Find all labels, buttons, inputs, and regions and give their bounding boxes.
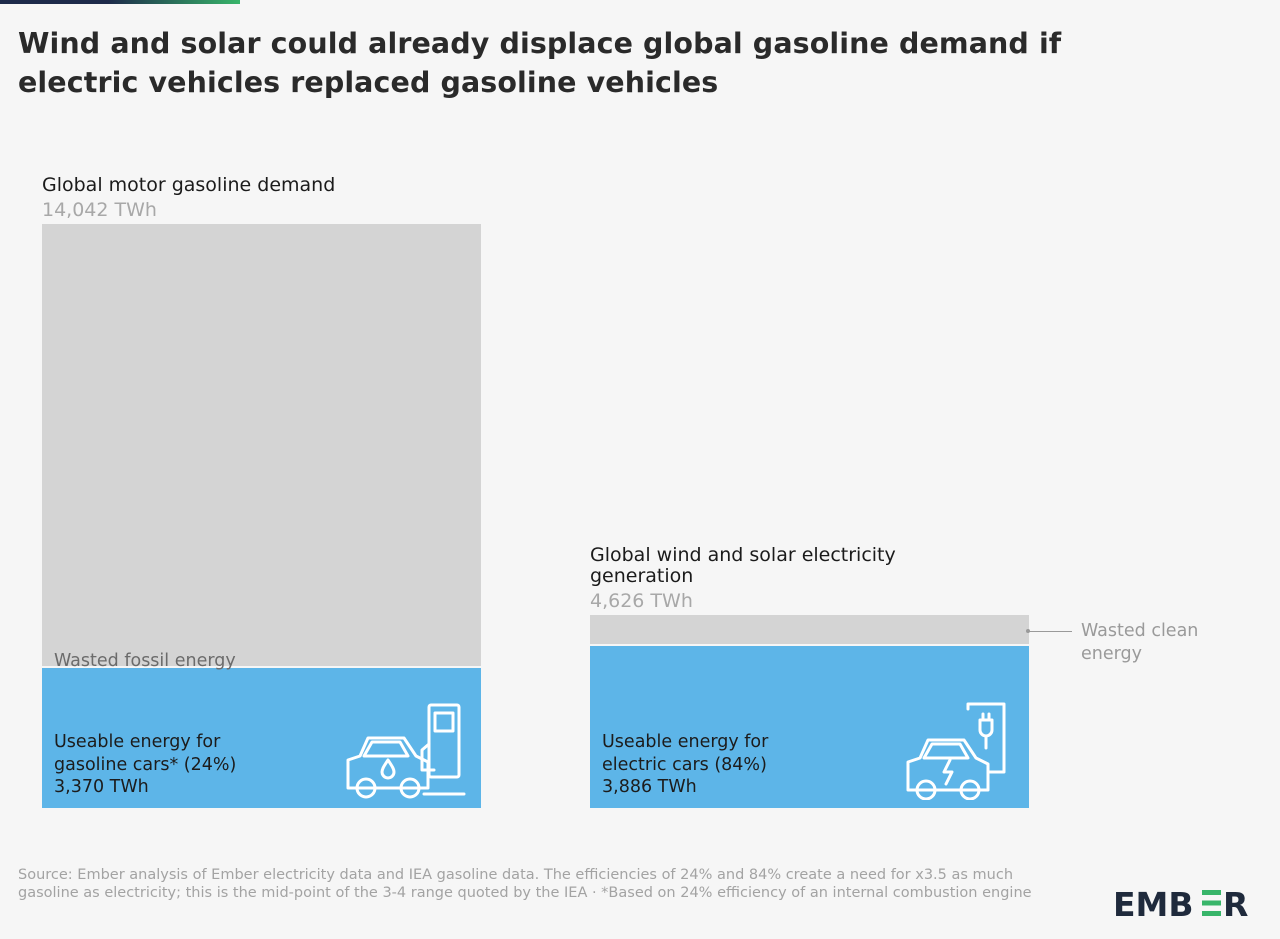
useable-energy-label: Useable energy for [602,732,769,752]
bar-segment-useable [590,646,1029,808]
useable-energy-label: Useable energy for [54,732,221,752]
annotation-line [1029,631,1072,632]
chart-title: Wind and solar could already displace gl… [18,27,1062,99]
wasted-clean-energy-label: energy [1081,644,1142,664]
useable-energy-label: 3,370 TWh [54,777,149,797]
bar-category-label: Global motor gasoline demand [42,174,336,196]
svg-text:R: R [1223,885,1248,924]
useable-energy-label: gasoline cars* (24%) [54,754,237,775]
bar-segment-useable [42,668,481,808]
svg-text:EMB: EMB [1113,885,1194,924]
source-note: Source: Ember analysis of Ember electric… [18,867,1032,901]
bar-category-label: Global wind and solar electricity genera… [590,544,896,587]
useable-energy-label: 3,886 TWh [602,777,697,797]
wasted-clean-energy-label: Wasted clean [1081,621,1199,641]
ember-logo: EMB R [1113,885,1248,924]
bar-total-value: 14,042 TWh [42,199,157,221]
electric-car-charger-icon [906,702,1006,800]
bar-segment-wasted [42,224,481,666]
bar-total-value: 4,626 TWh [590,590,693,612]
gasoline-car-pump-icon [346,703,466,799]
useable-energy-label: electric cars (84%) [602,754,767,775]
annotation-dot [1026,629,1030,633]
brand-accent-bar [0,0,240,4]
bar-segment-wasted [590,615,1029,644]
wasted-fossil-energy-label: Wasted fossil energy [54,651,236,671]
